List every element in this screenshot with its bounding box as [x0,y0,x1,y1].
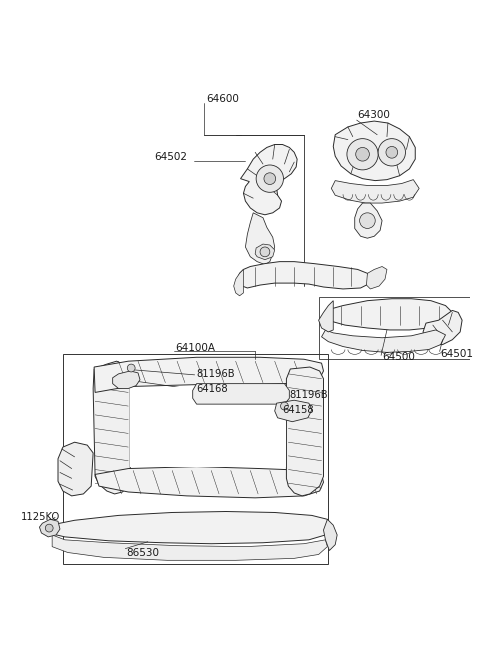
Polygon shape [52,535,327,560]
Polygon shape [58,442,93,496]
Circle shape [264,173,276,184]
Polygon shape [192,384,289,404]
Circle shape [45,524,53,532]
Circle shape [280,402,288,410]
Bar [130,386,287,466]
Text: 81196B: 81196B [289,390,328,400]
Bar [63,354,328,564]
Circle shape [260,247,270,256]
Polygon shape [287,367,324,496]
Text: 86530: 86530 [126,548,159,558]
Polygon shape [255,244,275,260]
Circle shape [347,138,378,170]
Text: 64168: 64168 [197,384,228,394]
Circle shape [386,146,398,158]
Polygon shape [331,180,419,203]
Text: 64500: 64500 [382,352,415,362]
Polygon shape [113,371,140,388]
Circle shape [378,138,406,166]
Text: 64158: 64158 [283,405,314,415]
Text: 64600: 64600 [206,94,239,104]
Circle shape [360,213,375,228]
Polygon shape [333,121,415,180]
Circle shape [256,165,284,192]
Text: 81196B: 81196B [197,369,235,379]
Polygon shape [324,298,452,330]
Polygon shape [238,262,371,289]
Polygon shape [319,300,333,332]
Text: 64501: 64501 [441,350,474,359]
Text: 64502: 64502 [155,152,188,162]
Polygon shape [355,203,382,238]
Polygon shape [240,144,297,215]
Polygon shape [423,310,462,344]
Polygon shape [366,266,387,289]
Text: 1125KO: 1125KO [21,512,60,522]
Polygon shape [93,361,130,494]
Polygon shape [322,330,445,352]
Polygon shape [245,213,275,264]
Circle shape [127,364,135,372]
Polygon shape [94,358,324,392]
Polygon shape [275,400,312,422]
Circle shape [356,148,370,161]
Text: 64300: 64300 [358,110,391,120]
Polygon shape [39,520,60,537]
Polygon shape [95,466,324,498]
Text: 64100A: 64100A [175,342,215,352]
Bar [319,297,470,359]
Polygon shape [48,512,331,544]
Polygon shape [324,520,337,550]
Polygon shape [234,270,243,296]
